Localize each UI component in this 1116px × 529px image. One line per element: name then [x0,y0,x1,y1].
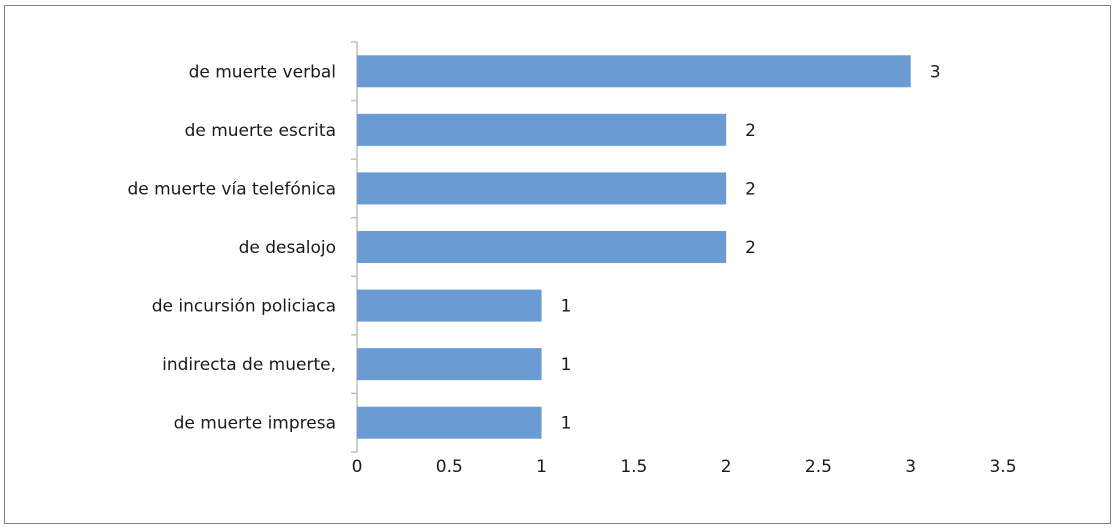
bar [357,55,911,88]
category-label: de muerte escrita [185,121,336,141]
category-label: de muerte vía telefónica [127,179,336,199]
category-label: de muerte verbal [189,62,336,82]
data-labels: 3 2 2 2 1 1 1 [561,62,941,433]
x-tick-label: 0 [352,457,363,477]
chart-frame [4,5,1111,524]
bar [357,231,727,263]
chart-axes [351,41,358,453]
data-label: 1 [561,297,572,317]
category-label: de incursión policiaca [152,297,336,317]
x-tick-label: 2.5 [805,457,832,477]
x-tick-label: 1 [536,457,547,477]
bar [357,113,727,146]
x-tick-label: 3 [905,457,916,477]
category-label: de muerte impresa [174,414,336,434]
x-tick-label: 0.5 [436,457,463,477]
x-tick-label: 2 [721,457,732,477]
data-label: 2 [745,179,756,199]
x-tick-labels: 0 0.5 1 1.5 2 2.5 3 3.5 [352,457,1017,477]
chart-bars [357,55,911,439]
data-label: 2 [745,238,756,258]
bar [357,406,542,439]
data-label: 2 [745,121,756,141]
data-label: 3 [930,62,941,82]
bar [357,289,542,322]
x-tick-label: 3.5 [989,457,1016,477]
data-label: 1 [561,414,572,434]
bar [357,348,542,381]
category-label: de desalojo [239,238,336,258]
bar [357,172,727,205]
x-tick-label: 1.5 [620,457,647,477]
category-labels: de muerte verbal de muerte escrita de muer… [127,62,336,433]
data-label: 1 [561,355,572,375]
category-label: indirecta de muerte, [162,355,336,375]
